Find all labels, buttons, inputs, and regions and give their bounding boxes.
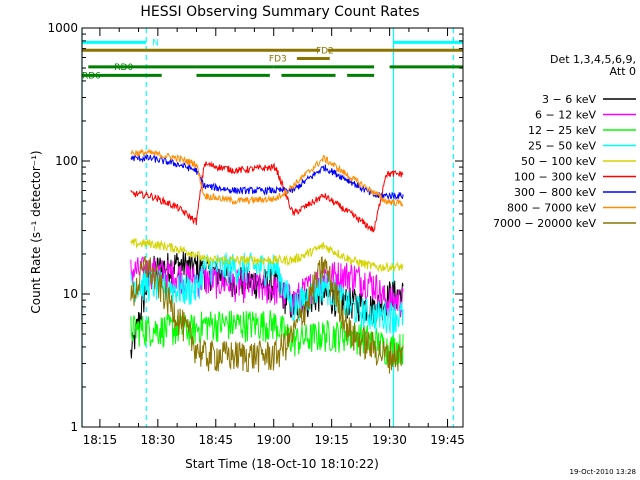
series-line-4 <box>130 237 404 273</box>
flag-label-fd3: FD3 <box>269 54 287 64</box>
x-tick-label: 18:15 <box>83 433 118 447</box>
y-tick-label: 100 <box>55 154 78 168</box>
x-tick-label: 19:30 <box>372 433 407 447</box>
series-line-6 <box>130 153 404 201</box>
legend-header: Att 0 <box>610 65 636 78</box>
series-line-5 <box>130 160 404 233</box>
y-tick-label: 10 <box>63 287 78 301</box>
y-axis-label: Count Rate (s⁻¹ detector⁻¹) <box>29 150 43 313</box>
y-tick-label: 1 <box>70 420 78 434</box>
axes: 1 10 100 1000 18:15 18:30 18:45 19:00 19:15 19:30… <box>47 21 464 447</box>
legend-label: 12 − 25 keV <box>528 124 596 137</box>
y-tick-label: 1000 <box>47 21 78 35</box>
x-tick-label: 18:30 <box>141 433 176 447</box>
legend-label: 300 − 800 keV <box>514 186 596 199</box>
x-axis-label: Start Time (18-Oct-10 18:10:22) <box>185 457 379 471</box>
legend-label: 6 − 12 keV <box>535 109 596 122</box>
flag-rd0: RD0 <box>88 63 463 73</box>
series-line-3 <box>130 252 404 334</box>
legend-label: 3 − 6 keV <box>542 93 596 106</box>
legend-label: 50 − 100 keV <box>521 155 596 168</box>
plot-frame <box>81 27 464 428</box>
x-tick-label: 18:45 <box>198 433 233 447</box>
x-tick-label: 19:45 <box>430 433 465 447</box>
x-tick-label: 19:15 <box>314 433 349 447</box>
x-tick-label: 19:00 <box>256 433 291 447</box>
flag-label-n: N <box>152 38 159 48</box>
series-line-1 <box>130 256 404 318</box>
chart-title: HESSI Observing Summary Count Rates <box>140 4 419 20</box>
legend-label: 7000 − 20000 keV <box>493 217 596 230</box>
legend: Det 1,3,4,5,6,9,Att 0 3 − 6 keV 6 − 12 keV… <box>493 53 636 230</box>
flag-rd6: RD6 <box>82 71 375 81</box>
timestamp: 19-Oct-2010 13:28 <box>570 468 636 476</box>
flag-fd3: FD3 <box>269 54 330 64</box>
flag-fd2: FD2 <box>82 46 463 56</box>
legend-header: Det 1,3,4,5,6,9, <box>550 53 636 66</box>
series-line-7 <box>130 148 404 207</box>
legend-label: 800 − 7000 keV <box>507 202 596 215</box>
flag-n: N <box>82 38 463 48</box>
flag-label-rd6: RD6 <box>82 71 101 81</box>
plot-content: N FD2 FD3 RD0 RD6 <box>81 28 463 427</box>
flag-label-rd0: RD0 <box>114 63 133 73</box>
legend-label: 25 − 50 keV <box>528 140 596 153</box>
legend-label: 100 − 300 keV <box>514 171 596 184</box>
flag-label-fd2: FD2 <box>316 46 334 56</box>
series-line-8 <box>130 255 404 374</box>
